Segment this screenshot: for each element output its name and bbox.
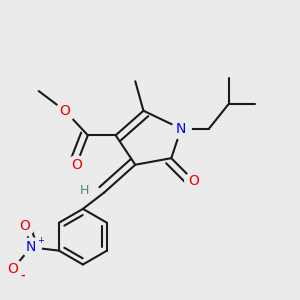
Text: O: O — [8, 262, 19, 276]
Text: H: H — [80, 184, 89, 197]
Text: -: - — [20, 271, 25, 281]
Text: N: N — [176, 122, 186, 136]
Text: N: N — [26, 240, 36, 254]
Text: +: + — [37, 236, 44, 244]
Text: O: O — [59, 104, 70, 118]
Text: O: O — [189, 174, 200, 188]
Text: O: O — [19, 219, 30, 233]
Text: O: O — [71, 158, 82, 172]
